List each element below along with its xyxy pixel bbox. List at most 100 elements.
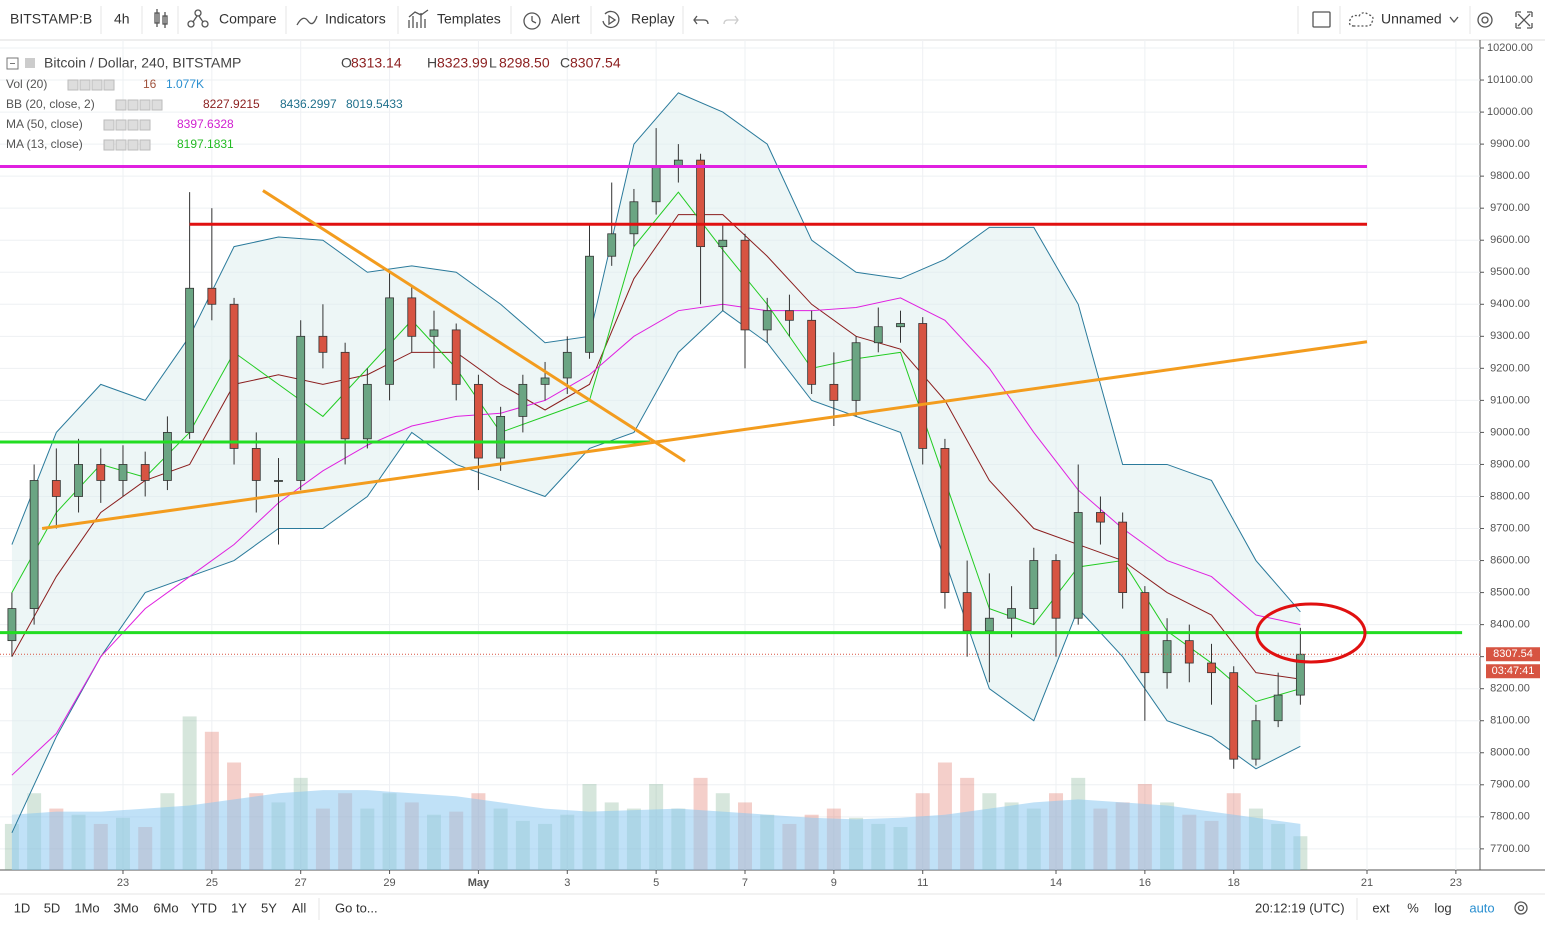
compare-icon[interactable] — [187, 9, 209, 28]
y-tick-label: 9300.00 — [1490, 330, 1530, 342]
candle-body — [785, 310, 794, 321]
scale-option[interactable]: auto — [1469, 900, 1494, 915]
indicator-value: 1.077K — [166, 77, 204, 91]
last-price-tag — [1486, 647, 1540, 662]
range-button[interactable]: 5Y — [261, 900, 277, 915]
indicator-button[interactable] — [115, 99, 127, 111]
indicator-button[interactable] — [91, 79, 103, 91]
y-tick-label: 10100.00 — [1487, 74, 1533, 86]
indicator-value: 8197.1831 — [177, 137, 234, 151]
indicator-button[interactable] — [139, 99, 151, 111]
candle-body — [984, 617, 994, 632]
layout-name[interactable]: Unnamed — [1381, 11, 1442, 27]
range-button[interactable]: 1D — [14, 900, 31, 915]
toolbar-button[interactable]: Alert — [551, 11, 580, 27]
ohlc-label: H — [427, 55, 437, 71]
candle-body — [1096, 512, 1105, 523]
indicator-button[interactable] — [67, 79, 79, 91]
indicator-button[interactable] — [127, 99, 139, 111]
candle-body — [407, 297, 417, 337]
scale-option[interactable]: % — [1407, 900, 1419, 915]
range-button[interactable]: 1Y — [231, 900, 247, 915]
candle-body — [629, 201, 639, 235]
candle-body — [474, 383, 483, 459]
collapse-icon[interactable] — [6, 57, 19, 70]
interval[interactable]: 4h — [114, 11, 130, 27]
candle-body — [163, 432, 172, 481]
y-tick-label: 7700.00 — [1490, 843, 1530, 855]
legend-title: Bitcoin / Dollar, 240, BITSTAMP — [44, 55, 241, 71]
candle-body — [807, 319, 817, 385]
toolbar-bg — [0, 0, 1545, 40]
indicator-button[interactable] — [79, 79, 91, 91]
candle-body — [1229, 672, 1239, 760]
last-price-label: 8307.54 — [1493, 648, 1533, 660]
candle-body — [118, 464, 128, 481]
range-button[interactable]: 6Mo — [153, 900, 178, 915]
candle-body — [962, 592, 972, 632]
candle-body — [29, 480, 39, 610]
indicator-button[interactable] — [139, 139, 151, 151]
toolbar-button[interactable]: Templates — [437, 11, 501, 27]
range-button[interactable]: 5D — [44, 900, 61, 915]
x-tick-label: 23 — [117, 877, 129, 889]
ohlc-value: 8307.54 — [570, 55, 621, 71]
indicator-line — [11, 310, 1301, 834]
indicator-button[interactable] — [103, 139, 115, 151]
candle-body — [896, 323, 905, 328]
indicator-button[interactable] — [103, 119, 115, 131]
x-tick-label: 14 — [1050, 877, 1062, 889]
chart-style-icon[interactable] — [154, 9, 168, 28]
chart-settings-icon[interactable] — [1514, 901, 1528, 915]
y-tick-label: 9800.00 — [1490, 170, 1530, 182]
settings-icon[interactable] — [1477, 12, 1493, 28]
range-button[interactable]: All — [292, 900, 307, 915]
toolbar-button[interactable]: Indicators — [325, 11, 386, 27]
toolbar-button[interactable]: Replay — [631, 11, 675, 27]
indicator-button[interactable] — [127, 119, 139, 131]
goto-button[interactable]: Go to... — [335, 900, 378, 915]
redo-icon[interactable] — [723, 15, 739, 25]
indicator-button[interactable] — [103, 79, 115, 91]
indicator-button[interactable] — [151, 99, 163, 111]
indicator-button[interactable] — [139, 119, 151, 131]
indicator-button[interactable] — [115, 139, 127, 151]
range-button[interactable]: YTD — [191, 900, 217, 915]
candle-body — [74, 464, 83, 497]
fullscreen-icon[interactable] — [1515, 11, 1533, 29]
y-tick-label: 9700.00 — [1490, 202, 1530, 214]
indicator-button[interactable] — [127, 139, 139, 151]
candle-body — [51, 480, 61, 497]
indicators-icon[interactable] — [296, 15, 318, 26]
scale-option[interactable]: log — [1434, 900, 1451, 915]
indicator-value: 8397.6328 — [177, 117, 234, 131]
candle-body — [1051, 560, 1061, 619]
y-tick-label: 8500.00 — [1490, 586, 1530, 598]
alert-icon[interactable] — [523, 12, 541, 30]
candle-body — [451, 329, 461, 385]
y-tick-label: 8400.00 — [1490, 619, 1530, 631]
candle-body — [140, 464, 150, 481]
indicator-line — [11, 214, 1301, 680]
candle-body — [762, 310, 772, 331]
replay-icon[interactable] — [602, 10, 620, 29]
range-button[interactable]: 1Mo — [74, 900, 99, 915]
dropdown-arrow[interactable] — [1449, 16, 1459, 24]
symbol-icon — [25, 58, 35, 68]
symbol[interactable]: BITSTAMP:B — [10, 11, 92, 27]
clock: 20:12:19 (UTC) — [1255, 900, 1345, 915]
range-button[interactable]: 3Mo — [113, 900, 138, 915]
toolbar-button[interactable]: Compare — [219, 11, 277, 27]
candle-body — [718, 239, 728, 248]
ohlc-value: 8313.14 — [351, 55, 402, 71]
select-icon[interactable] — [1312, 11, 1331, 28]
y-tick-label: 8000.00 — [1490, 747, 1530, 759]
indicator-button[interactable] — [115, 119, 127, 131]
templates-icon[interactable] — [408, 9, 429, 28]
indicator-name: MA (13, close) — [6, 137, 83, 151]
scale-option[interactable]: ext — [1372, 900, 1390, 915]
cloud-icon[interactable] — [1348, 12, 1374, 27]
undo-icon[interactable] — [693, 15, 709, 25]
indicator-value: 8019.5433 — [346, 97, 403, 111]
candle-body — [207, 287, 217, 305]
